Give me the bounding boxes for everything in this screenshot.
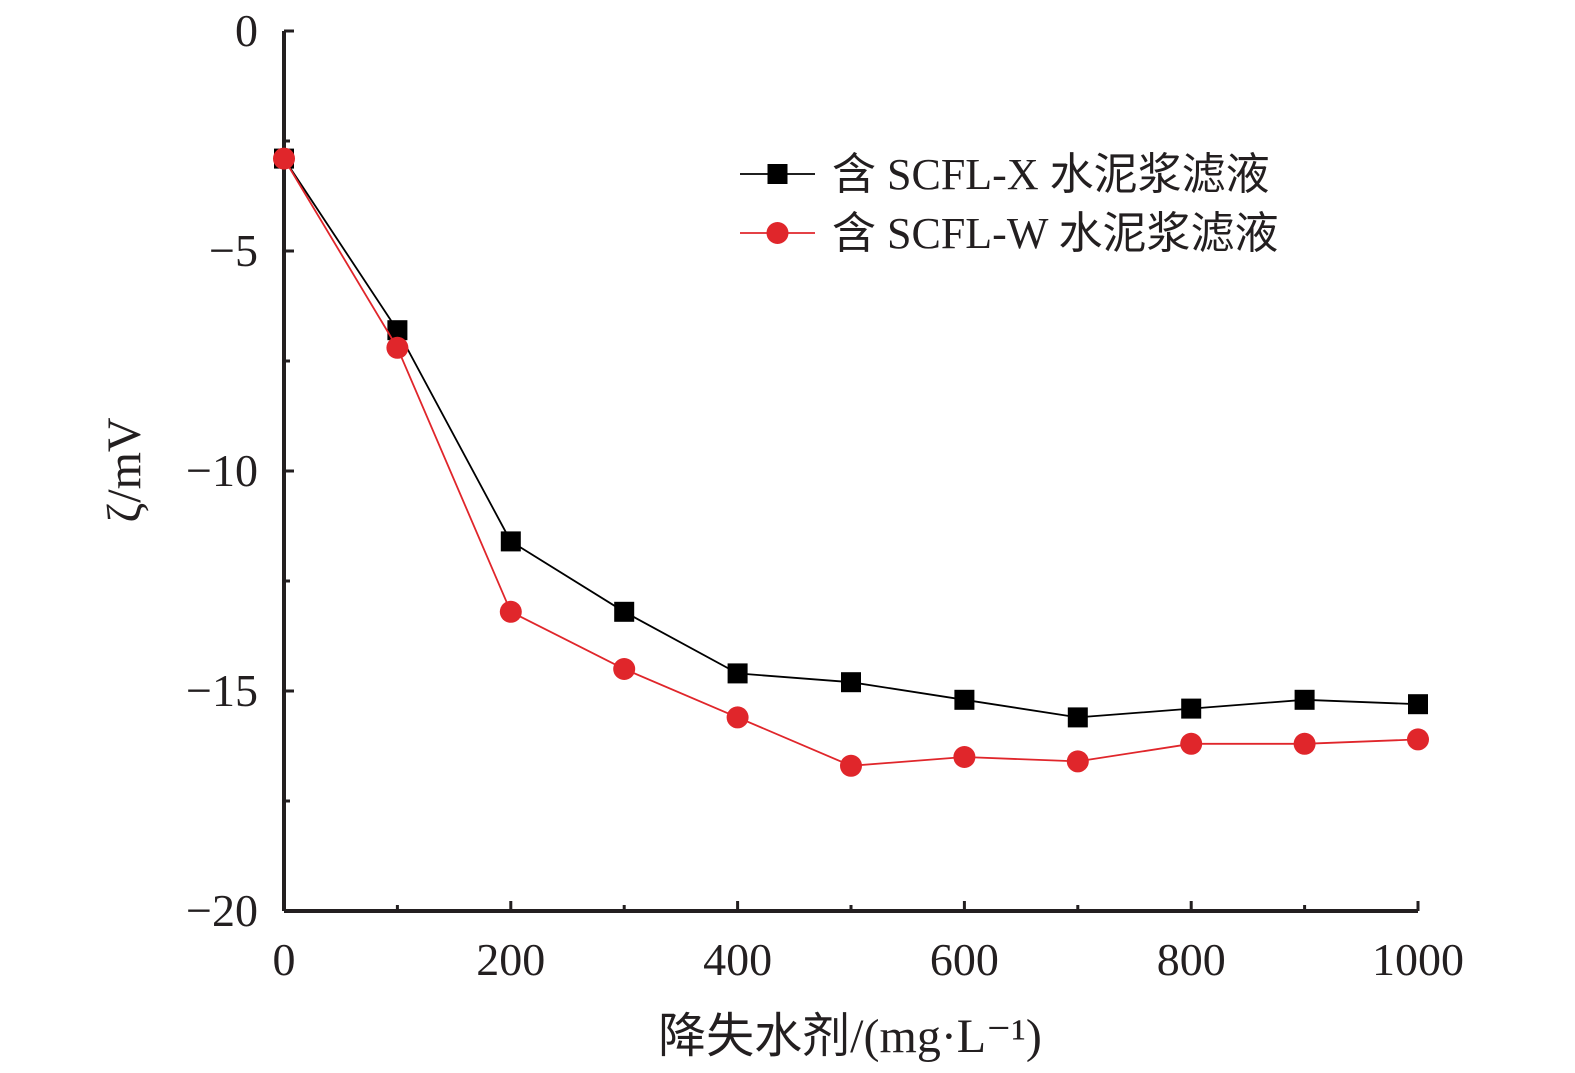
legend-label: 含 SCFL-W 水泥浆滤液 (832, 209, 1279, 258)
legend-item-1: 含 SCFL-X 水泥浆滤液 (740, 150, 1270, 199)
data-point (499, 600, 522, 623)
x-tick-label: 200 (476, 934, 545, 985)
data-point (1181, 698, 1202, 719)
data-point (841, 672, 861, 693)
data-point (387, 320, 408, 341)
data-point (840, 754, 862, 777)
x-tick-label: 1000 (1372, 934, 1464, 985)
data-point (614, 601, 635, 622)
x-tick-label: 800 (1157, 934, 1226, 985)
data-point (727, 663, 748, 684)
data-point (953, 746, 976, 768)
x-tick-label: 400 (703, 934, 772, 985)
y-axis-title: ζ/mV (98, 417, 151, 523)
data-point (726, 706, 749, 729)
data-point (1294, 689, 1315, 710)
data-point (1293, 732, 1316, 755)
y-tick-label: −15 (186, 665, 258, 716)
data-point (1408, 694, 1428, 715)
legend-label: 含 SCFL-X 水泥浆滤液 (832, 150, 1270, 199)
y-tick-label: −20 (186, 885, 258, 936)
x-tick-label: 0 (273, 934, 296, 985)
y-tick-label: −10 (186, 445, 258, 496)
x-tick-label: 600 (930, 934, 999, 985)
data-point (1066, 750, 1089, 773)
ticks (282, 29, 1420, 913)
data-point (1180, 732, 1203, 755)
x-axis-title: 降失水剂/(mg·L⁻¹) (658, 1010, 1042, 1063)
y-tick-label: 0 (235, 5, 258, 56)
data-point (500, 531, 521, 552)
legend-marker (766, 222, 789, 244)
data-point (954, 689, 975, 710)
data-point (273, 147, 295, 170)
data-point (386, 336, 409, 359)
data-point (1407, 728, 1429, 751)
y-tick-label: −5 (209, 225, 258, 276)
series-2 (273, 147, 1429, 777)
data-point (613, 658, 636, 680)
legend-marker (767, 164, 788, 184)
plot-area (273, 147, 1429, 777)
tick-labels: 0 −5 −10 −15 −20 0 200 400 600 800 1000 (186, 5, 1464, 985)
legend-item-2: 含 SCFL-W 水泥浆滤液 (740, 209, 1279, 258)
data-point (1067, 707, 1088, 728)
